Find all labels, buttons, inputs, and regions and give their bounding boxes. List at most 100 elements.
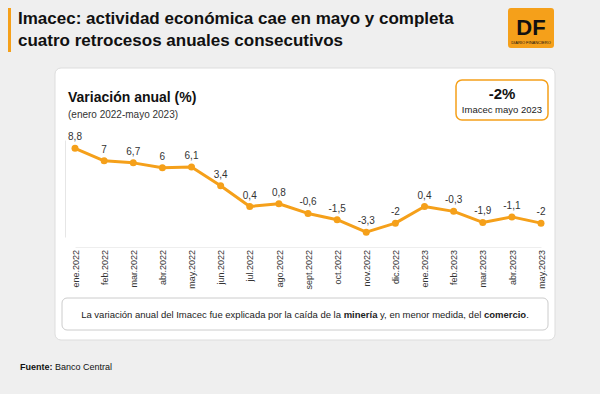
x-tick: sept.2022 [304,247,314,290]
note-part: La variación anual del Imacec fue explic… [81,309,343,320]
data-labels: 8,8 7 6,7 6 6,1 3,4 0,4 0,8 -0,6 -1,5 -3,3 -2 0,4 -0,… [68,131,546,226]
x-tick-label: feb.2023 [449,250,459,285]
line [75,148,541,232]
source-part: Banco Central [53,362,113,372]
y-axis [65,141,66,238]
data-label: 0,4 [243,190,257,201]
data-label: 6,1 [185,150,199,161]
x-tick: abr.2023 [508,247,518,285]
data-label: 0,4 [418,190,432,201]
x-tick: feb.2022 [100,247,110,285]
point [246,203,253,210]
point [538,220,545,227]
x-tick-label: may.2023 [537,250,547,289]
point [305,210,312,217]
period: (enero 2022-mayo 2023) [68,109,178,120]
x-tick-label: mar.2023 [478,250,488,288]
x-tick: abr.2022 [158,247,168,285]
data-label: 7 [101,144,107,155]
highlight-box [456,80,548,120]
x-tick: jun.2022 [216,247,226,286]
point [508,213,515,220]
data-label: -2 [537,206,546,217]
logo: DFDIARIO FINANCIERO [508,8,554,48]
source-part: Fuente: [20,362,53,372]
note-part: . [526,309,529,320]
plot-area [72,145,545,236]
point [101,157,108,164]
x-tick-label: mar.2022 [129,250,139,288]
x-tick-label: nov.2022 [362,250,372,286]
data-label: 6 [160,151,166,162]
data-label: -3,3 [358,215,376,226]
x-tick: feb.2023 [449,247,459,285]
x-tick: oct.2022 [333,247,343,285]
source: Fuente: Banco Central [20,362,112,372]
point [450,208,457,215]
x-tick-label: ene.2022 [71,250,81,288]
point [188,164,195,171]
x-tick: ene.2023 [420,247,430,288]
data-label: -0,3 [445,194,463,205]
title-line: Imacec: actividad económica cae en mayo … [18,9,454,28]
x-tick: mar.2022 [129,247,139,288]
point [130,159,137,166]
highlight: -2% Imacec mayo 2023 [456,80,548,120]
highlight-value: -2% [489,85,516,102]
title-accent [8,8,11,52]
data-label: -1,1 [503,200,521,211]
x-tick: may.2023 [537,247,547,289]
note-box [62,298,548,330]
point [479,219,486,226]
data-label: -1,5 [329,203,347,214]
data-label: 8,8 [68,131,82,142]
note: La variación anual del Imacec fue explic… [81,309,529,320]
point [363,229,370,236]
logo-subtext: DIARIO FINANCIERO [511,40,551,45]
point [392,220,399,227]
y-axis-line [65,141,66,238]
x-tick-label: oct.2022 [333,250,343,285]
x-tick: may.2022 [187,247,197,289]
title-line: cuatro retrocesos anuales consecutivos [18,31,343,50]
x-axis-line [76,247,542,248]
subtitle: Variación anual (%) [68,89,196,105]
logo-box [508,8,554,48]
point [334,216,341,223]
background [0,0,600,394]
x-tick: jul.2022 [245,247,255,283]
x-tick-label: jul.2022 [245,250,255,283]
x-tick: ago.2022 [275,247,285,288]
point [275,200,282,207]
data-label: -0,6 [299,196,317,207]
x-tick-label: sept.2022 [304,250,314,290]
title: Imacec: actividad económica cae en mayo … [18,9,454,50]
data-label: 6,7 [126,146,140,157]
panel [55,68,555,340]
x-tick-label: jun.2022 [216,250,226,286]
point [421,203,428,210]
point [72,145,79,152]
x-tick: ene.2022 [71,247,81,288]
data-label: 3,4 [214,169,228,180]
note-part: y, en menor medida, del [377,309,484,320]
x-tick-label: abr.2022 [158,250,168,285]
x-tick-label: ene.2023 [420,250,430,288]
x-tick-label: dic.2022 [391,250,401,284]
x-tick-label: ago.2022 [275,250,285,288]
point [217,182,224,189]
x-tick: mar.2023 [478,247,488,288]
x-tick: nov.2022 [362,247,372,286]
data-label: -2 [391,206,400,217]
data-label: -1,9 [474,205,492,216]
point [159,164,166,171]
x-tick: dic.2022 [391,247,401,284]
chart: Imacec: actividad económica cae en mayo … [0,0,600,394]
highlight-label: Imacec mayo 2023 [462,104,542,115]
x-tick-label: may.2022 [187,250,197,289]
x-axis: ene.2022 feb.2022 mar.2022 abr.2022 may.2022… [71,247,547,290]
data-label: 0,8 [272,187,286,198]
x-tick-label: feb.2022 [100,250,110,285]
x-tick-label: abr.2023 [508,250,518,285]
logo-text: DF [516,15,545,40]
